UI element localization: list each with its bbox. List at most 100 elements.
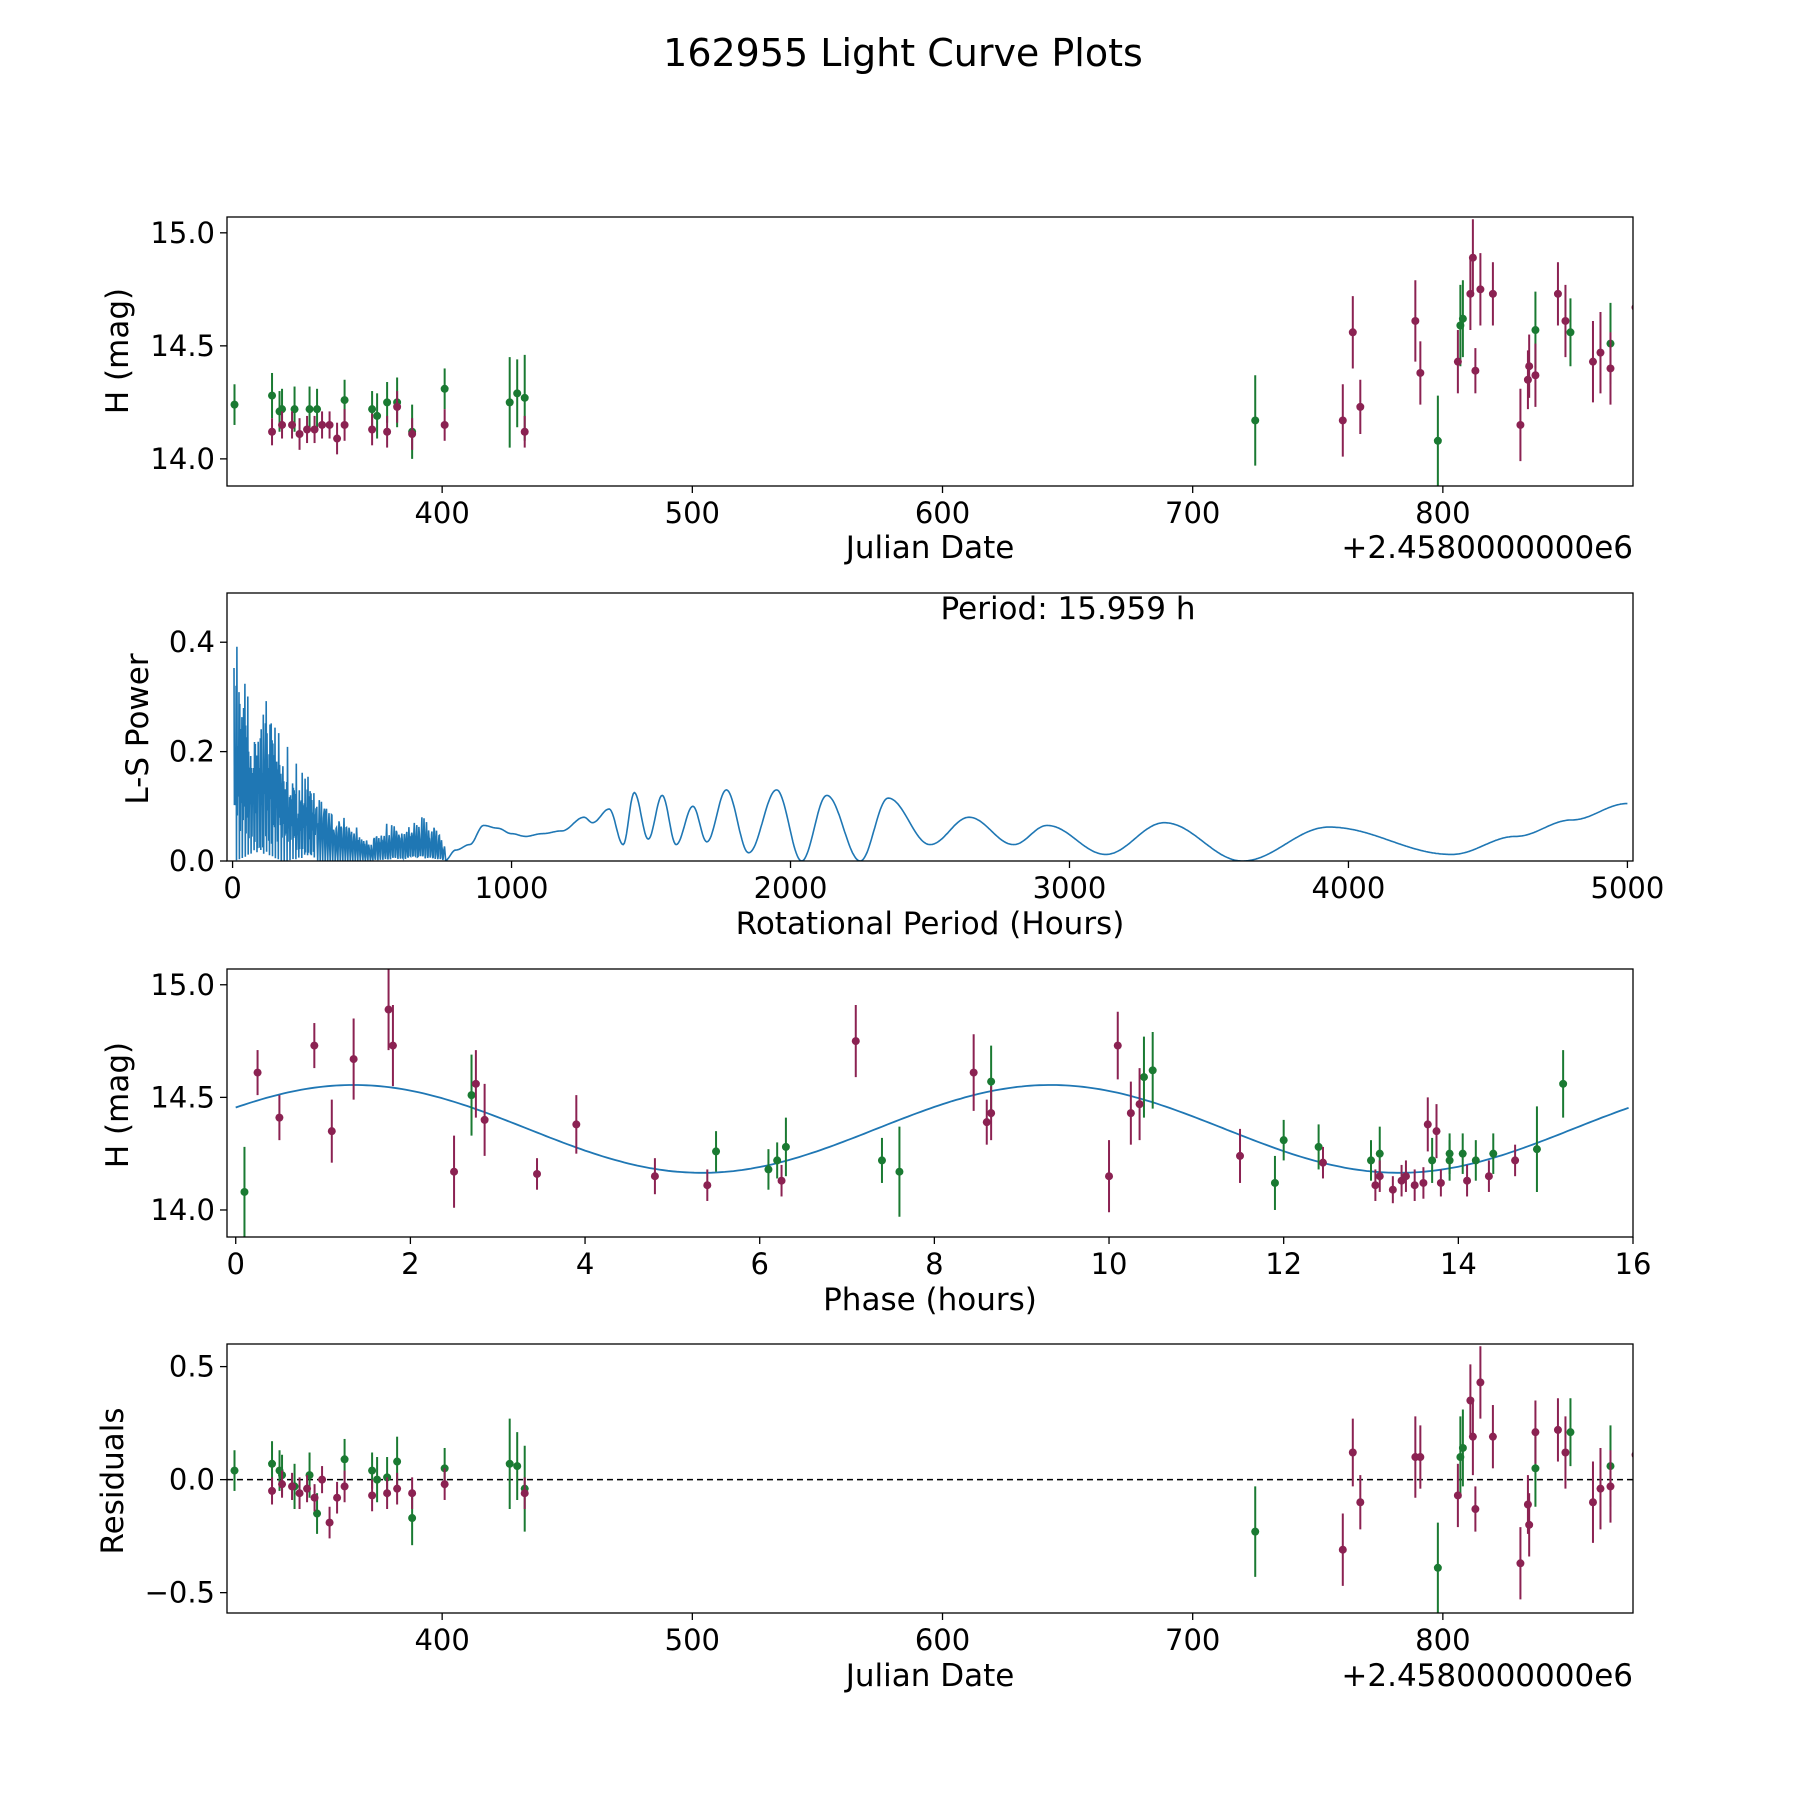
green-point <box>1148 1066 1157 1075</box>
purple-point <box>1318 1158 1327 1167</box>
x-axis-label: Julian Date <box>844 530 1015 566</box>
purple-point <box>1236 1151 1245 1160</box>
purple-point <box>1375 1172 1384 1181</box>
x-tick-label: 4 <box>576 1247 594 1281</box>
purple-point <box>1553 1425 1562 1434</box>
purple-point <box>1371 1181 1380 1190</box>
green-point <box>1566 1428 1575 1437</box>
purple-point <box>303 1484 312 1493</box>
purple-point <box>471 1079 480 1088</box>
purple-point <box>1476 285 1485 294</box>
green-point <box>440 384 449 393</box>
residuals-panel: Julian Date Residuals +2.4580000000e6 40… <box>95 1343 1634 1694</box>
green-point <box>1458 1149 1467 1158</box>
x-tick-label: 0 <box>227 1247 245 1281</box>
purple-point <box>572 1120 581 1129</box>
x-tick-label: 4000 <box>1312 871 1386 905</box>
purple-point <box>1471 1505 1480 1514</box>
green-point <box>240 1187 249 1196</box>
green-point <box>1251 1527 1260 1536</box>
purple-point <box>325 420 334 429</box>
green-point <box>1279 1136 1288 1145</box>
purple-point <box>275 1113 284 1122</box>
purple-point <box>288 420 297 429</box>
purple-point <box>408 1489 417 1498</box>
purple-point <box>303 425 312 434</box>
purple-point <box>1588 357 1597 366</box>
purple-point <box>325 1518 334 1527</box>
x-tick-label: 700 <box>1165 1623 1220 1657</box>
purple-point <box>1113 1041 1122 1050</box>
green-point <box>1489 1149 1498 1158</box>
green-point <box>1532 1145 1541 1154</box>
x-tick-label: 1000 <box>475 871 549 905</box>
x-axis-label: Phase (hours) <box>823 1282 1037 1318</box>
purple-point <box>349 1055 358 1064</box>
x-tick-label: 800 <box>1415 496 1470 530</box>
plot-frame <box>226 216 1634 487</box>
green-point <box>373 1475 382 1484</box>
y-tick-label: 0.0 <box>169 844 215 878</box>
purple-point <box>969 1068 978 1077</box>
purple-point <box>987 1109 996 1118</box>
y-tick-label: 14.0 <box>150 1193 215 1227</box>
purple-point <box>851 1037 860 1046</box>
green-point <box>368 1466 377 1475</box>
purple-point <box>333 434 342 443</box>
y-tick-label: 14.5 <box>150 329 215 363</box>
purple-point <box>1561 316 1570 325</box>
purple-point <box>480 1115 489 1124</box>
purple-point <box>450 1167 459 1176</box>
purple-point <box>310 1041 319 1050</box>
purple-point <box>253 1068 262 1077</box>
julian-date-panel: Julian Date H (mag) +2.4580000000e6 400 5… <box>100 216 1634 566</box>
green-point <box>278 405 287 414</box>
purple-point <box>1388 1185 1397 1194</box>
green-point <box>383 398 392 407</box>
plot-area <box>235 969 1629 1237</box>
purple-point <box>1488 1432 1497 1441</box>
y-axis-label: Residuals <box>95 1407 131 1554</box>
x-tick-label: 0 <box>223 871 241 905</box>
green-point <box>1471 1156 1480 1165</box>
purple-point <box>268 1486 277 1495</box>
purple-point <box>1606 364 1615 373</box>
purple-point <box>1423 1120 1432 1129</box>
purple-point <box>388 1041 397 1050</box>
green-point <box>1458 314 1467 323</box>
purple-point <box>440 420 449 429</box>
x-tick-label: 800 <box>1415 1623 1470 1657</box>
figure-title: 162955 Light Curve Plots <box>663 31 1143 75</box>
x-tick-label: 400 <box>414 496 469 530</box>
y-tick-label: 14.0 <box>150 442 215 476</box>
y-tick-label: −0.5 <box>145 1576 215 1610</box>
purple-point <box>1105 1172 1114 1181</box>
purple-point <box>278 420 287 429</box>
purple-point <box>1596 348 1605 357</box>
green-point <box>1531 1464 1540 1473</box>
purple-point <box>520 427 529 436</box>
x-axis-label: Julian Date <box>844 1658 1015 1694</box>
green-point <box>712 1147 721 1156</box>
purple-point <box>533 1169 542 1178</box>
green-point <box>230 1466 239 1475</box>
x-axis-label: Rotational Period (Hours) <box>736 906 1125 942</box>
purple-point <box>295 430 304 439</box>
purple-point <box>1516 420 1525 429</box>
x-tick-label: 500 <box>665 1623 720 1657</box>
purple-point <box>1523 1500 1532 1509</box>
purple-point <box>1606 1482 1615 1491</box>
plot-area <box>233 646 1628 861</box>
purple-point <box>1531 1428 1540 1437</box>
x-tick-label: 16 <box>1615 1247 1652 1281</box>
x-tick-label: 12 <box>1265 1247 1302 1281</box>
x-tick-label: 600 <box>915 1623 970 1657</box>
purple-point <box>1411 316 1420 325</box>
green-point <box>1433 436 1442 445</box>
green-point <box>313 405 322 414</box>
purple-point <box>777 1176 786 1185</box>
green-point <box>773 1156 782 1165</box>
y-axis-label: L-S Power <box>120 653 156 804</box>
purple-point <box>1416 1453 1425 1462</box>
green-point <box>268 1459 277 1468</box>
